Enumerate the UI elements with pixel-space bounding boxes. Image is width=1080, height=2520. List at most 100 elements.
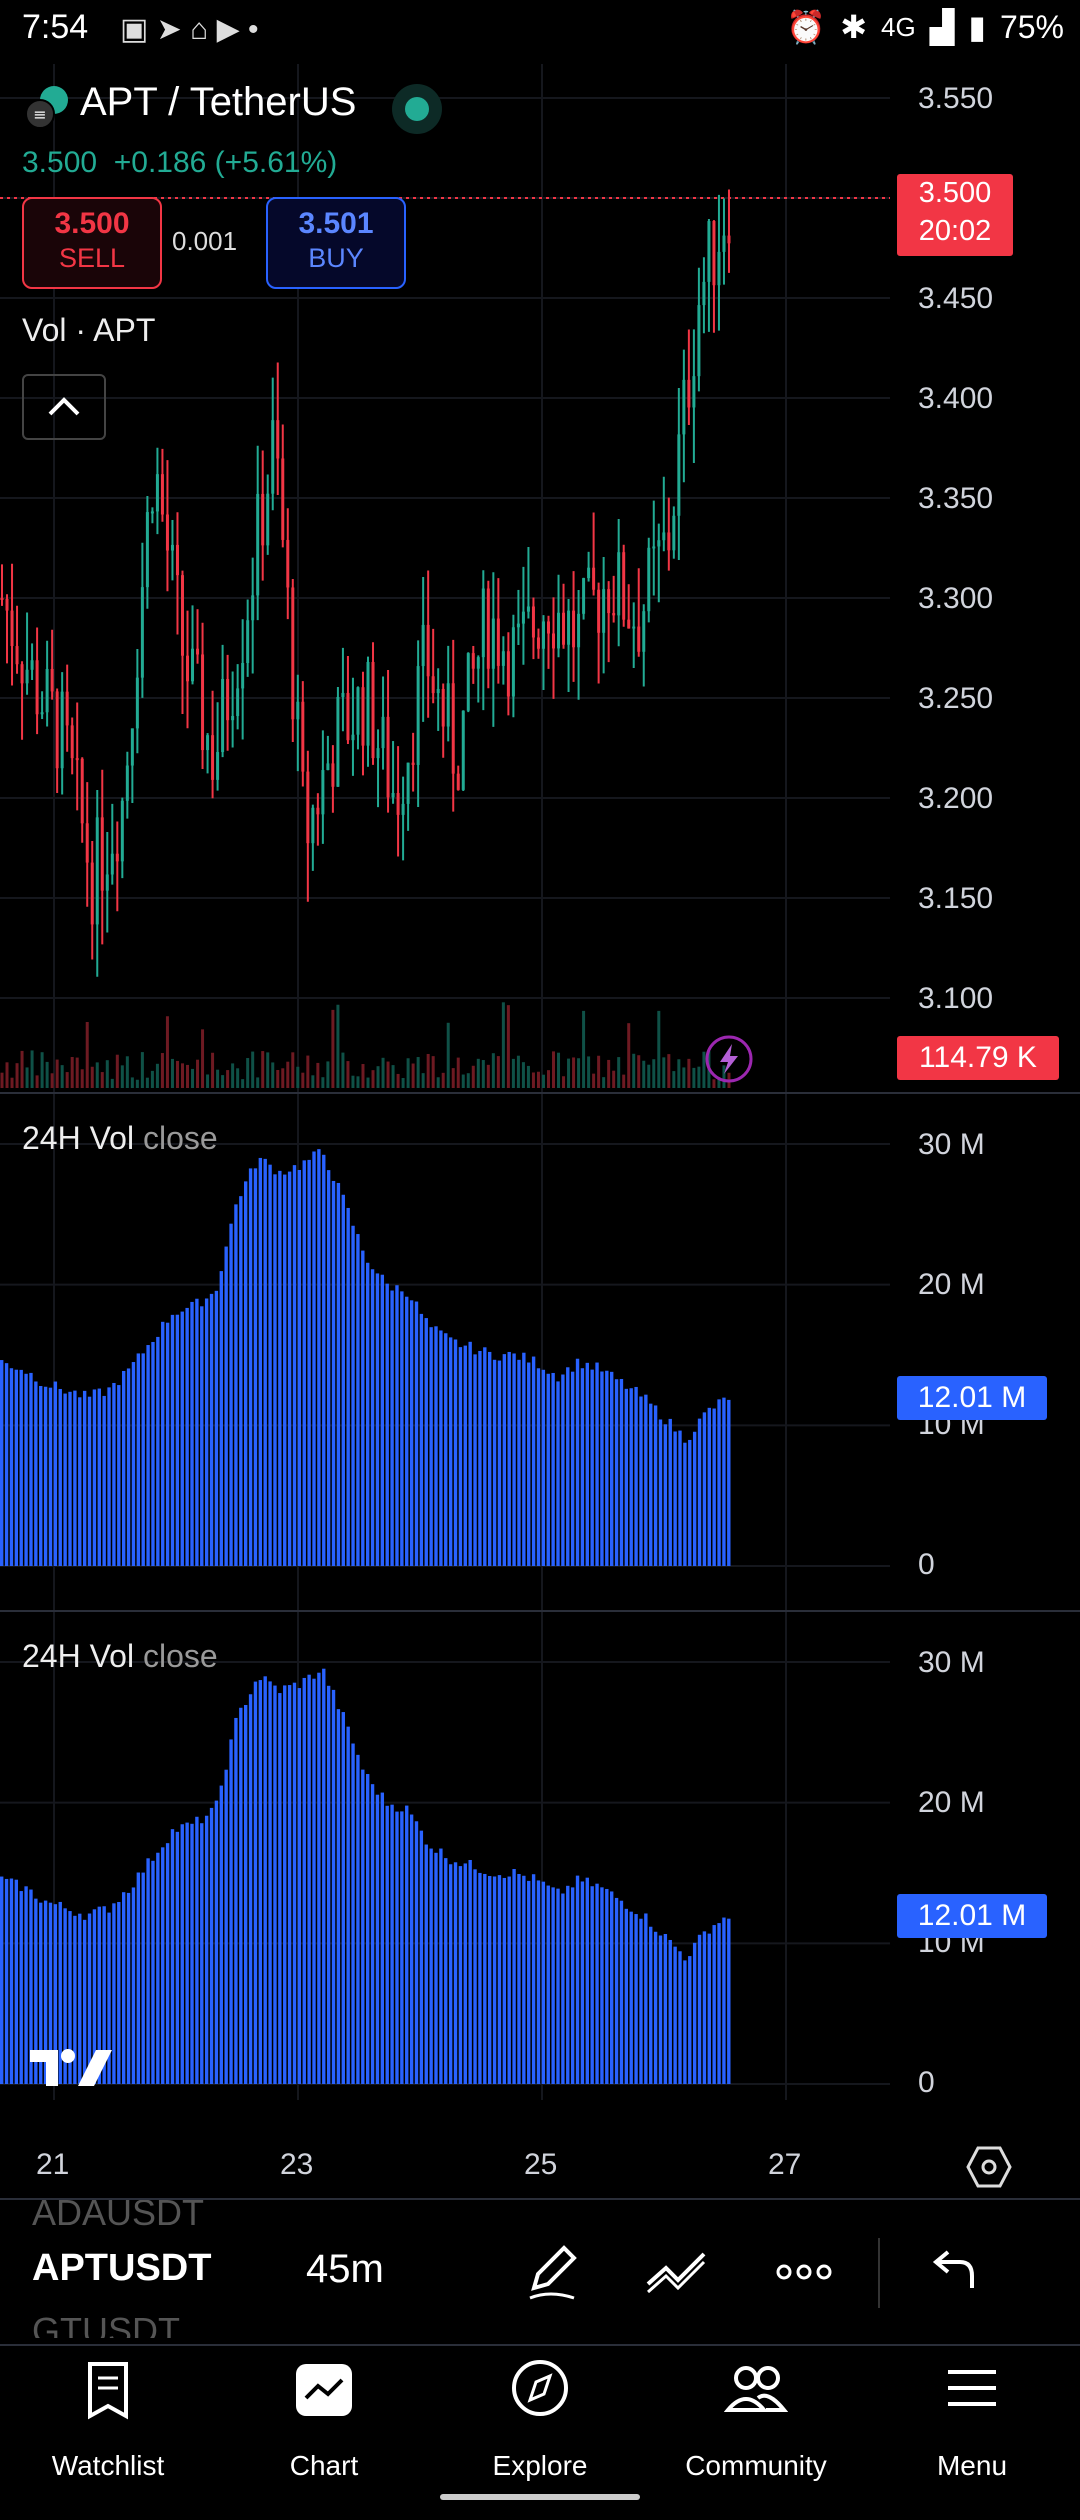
volume-study-label[interactable]: Vol · APT xyxy=(22,312,156,348)
nav-chart[interactable]: Chart xyxy=(224,2358,424,2481)
volume-bar xyxy=(200,1306,204,1566)
nav-watchlist[interactable]: Watchlist xyxy=(8,2358,208,2481)
volume-value-tag: 114.79 K xyxy=(897,1036,1059,1080)
volume-bar xyxy=(40,1052,44,1088)
volume-bar xyxy=(117,1385,121,1566)
volume-bar xyxy=(627,1023,631,1088)
candle-body xyxy=(186,655,190,682)
volume-bar xyxy=(722,1065,726,1088)
volume-bar xyxy=(63,1393,67,1566)
volume-bar xyxy=(261,1051,265,1088)
volume-bar xyxy=(463,1863,467,2084)
volume-bar xyxy=(224,1246,228,1566)
volume-bar xyxy=(727,1918,731,2084)
volume-bar xyxy=(29,1372,33,1566)
candle-body xyxy=(567,610,571,645)
volume-bar xyxy=(652,1059,656,1088)
volume-bar xyxy=(506,1005,510,1088)
pane2-title[interactable]: 24H Vol close xyxy=(22,1638,218,1675)
candle-body xyxy=(416,666,420,765)
volume-bar xyxy=(195,1298,199,1566)
volume-bar xyxy=(380,1274,385,1566)
chart-canvas[interactable] xyxy=(0,64,1080,2124)
volume-bar xyxy=(211,1052,215,1088)
pane1-title-text: 24H Vol xyxy=(22,1120,135,1156)
volume-bar xyxy=(244,1181,248,1566)
lightning-icon[interactable] xyxy=(704,1034,754,1084)
symbol-selector[interactable]: APTUSDT xyxy=(32,2247,212,2289)
volume-bar xyxy=(468,1859,472,2084)
volume-bar xyxy=(216,1069,220,1088)
tradingview-logo[interactable] xyxy=(28,2046,116,2090)
home-indicator[interactable] xyxy=(440,2494,640,2500)
buy-button[interactable]: 3.501 BUY xyxy=(266,197,406,289)
market-status-icon[interactable] xyxy=(392,84,442,134)
volume-bar xyxy=(453,1339,458,1566)
volume-bar xyxy=(175,1060,179,1088)
volume-bar xyxy=(39,1902,43,2084)
volume-bar xyxy=(0,1360,4,1566)
pane1-title[interactable]: 24H Vol close xyxy=(22,1120,218,1157)
volume-bar xyxy=(185,1307,189,1566)
collapse-legend-button[interactable] xyxy=(22,374,106,440)
volume-bar xyxy=(151,1341,155,1566)
pane2-volume-bars xyxy=(0,1661,890,2085)
settings-hexagon-icon[interactable] xyxy=(966,2144,1012,2190)
volume-bar xyxy=(649,1403,653,1566)
symbol-title[interactable]: APT / TetherUS xyxy=(80,80,357,124)
volume-bar xyxy=(248,1694,253,2084)
candle-body xyxy=(637,626,641,652)
candle-body xyxy=(687,379,691,408)
candle-body xyxy=(511,627,515,697)
pencil-icon[interactable] xyxy=(520,2240,584,2304)
volume-bar xyxy=(702,1931,707,2084)
candle-body xyxy=(286,539,290,588)
volume-bar xyxy=(531,1874,536,2084)
volume-bar xyxy=(180,1311,184,1566)
volume-bar xyxy=(507,1876,511,2084)
volume-bar xyxy=(30,1050,34,1088)
volume-bar xyxy=(34,1381,38,1566)
candle-body xyxy=(321,770,325,815)
more-icon[interactable] xyxy=(772,2240,836,2304)
volume-bar xyxy=(536,1071,540,1088)
nav-menu[interactable]: Menu xyxy=(872,2358,1072,2481)
symbol-logo-icon[interactable]: ≡ xyxy=(24,84,70,130)
candle-body xyxy=(692,376,696,408)
undo-icon[interactable] xyxy=(920,2240,984,2304)
symbol-prev[interactable]: ADAUSDT xyxy=(32,2192,205,2233)
nav-explore[interactable]: Explore xyxy=(440,2358,640,2481)
candle-body xyxy=(426,624,430,677)
volume-bar xyxy=(629,1388,633,1566)
pane-divider[interactable] xyxy=(0,1610,1080,1612)
sell-button[interactable]: 3.500 SELL xyxy=(22,197,162,289)
nav-community[interactable]: Community xyxy=(656,2358,856,2481)
volume-bar xyxy=(431,1056,435,1088)
trendline-icon[interactable] xyxy=(644,2240,708,2304)
candle-body xyxy=(396,792,400,815)
pane-divider[interactable] xyxy=(0,1092,1080,1094)
price-axis-label: 3.550 xyxy=(918,82,994,115)
volume-bar xyxy=(356,1076,360,1088)
candle-body xyxy=(80,758,84,824)
volume-bar xyxy=(48,1387,53,1566)
volume-bar xyxy=(605,1888,609,2084)
volume-bar xyxy=(219,1271,223,1566)
price-axis-label: 3.450 xyxy=(918,282,994,315)
candle-body xyxy=(587,567,591,579)
symbol-next[interactable]: GTUSDT xyxy=(32,2310,180,2351)
volume-bar xyxy=(302,1677,306,2084)
volume-bar xyxy=(458,1347,463,1566)
volume-bar xyxy=(110,1078,114,1088)
volume-bar xyxy=(97,1388,101,1566)
volume-bar xyxy=(234,1204,238,1566)
volume-bar xyxy=(647,1064,651,1088)
volume-bar xyxy=(248,1168,253,1566)
nav-community-label: Community xyxy=(685,2450,827,2481)
interval-selector[interactable]: 45m xyxy=(306,2247,384,2291)
candle-body xyxy=(717,251,721,286)
volume-bar xyxy=(141,1872,145,2084)
volume-bar xyxy=(375,1794,380,2084)
candle-body xyxy=(597,589,601,633)
volume-bar xyxy=(191,1068,195,1088)
